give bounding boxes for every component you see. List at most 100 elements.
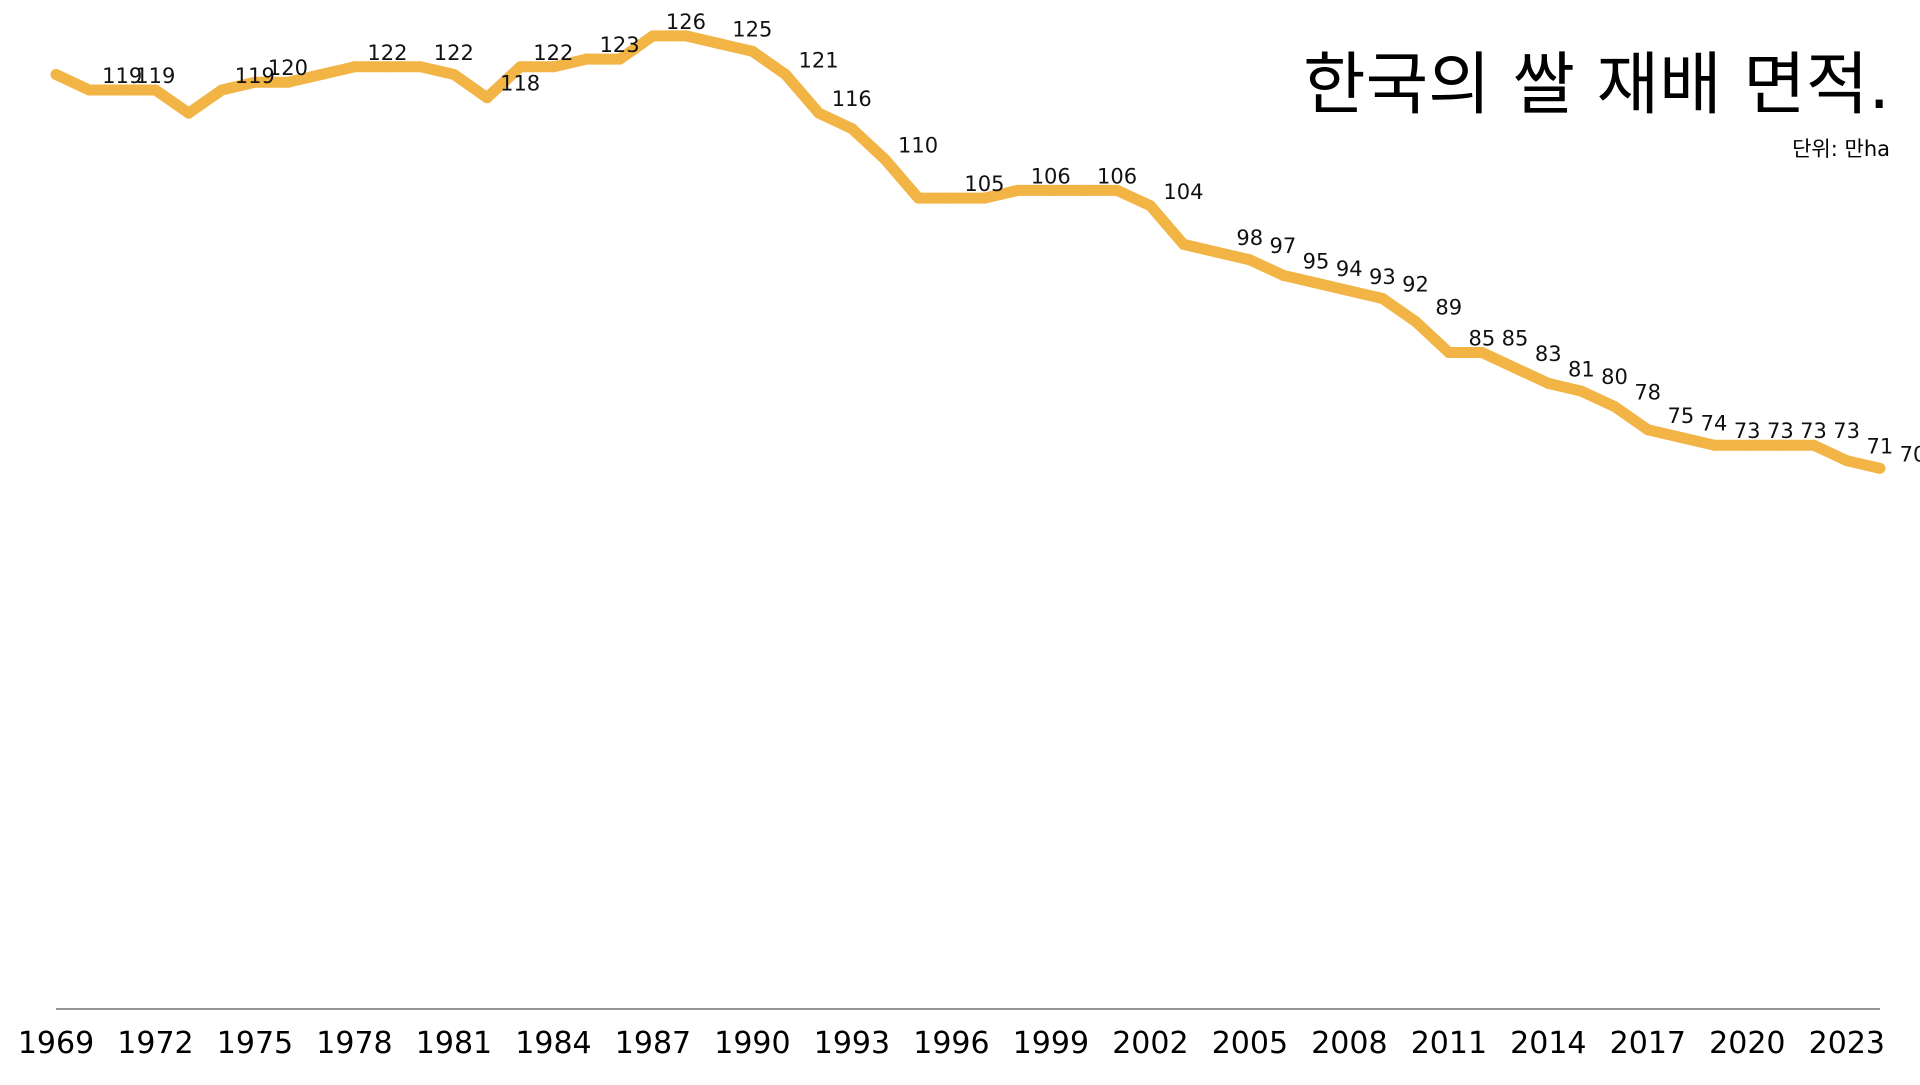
x-tick-label-1987: 1987	[615, 1026, 691, 1061]
data-point-1985	[581, 53, 593, 65]
data-point-2004	[1211, 246, 1223, 258]
data-point-2006	[1277, 269, 1289, 281]
x-tick-label-2002: 2002	[1112, 1026, 1188, 1061]
data-point-2000	[1078, 184, 1090, 196]
data-point-1980	[415, 61, 427, 73]
data-points	[50, 30, 1886, 474]
data-point-2023	[1841, 455, 1853, 467]
data-label-2006: 95	[1303, 249, 1330, 273]
data-label-2023: 71	[1866, 435, 1893, 459]
data-point-1993	[846, 123, 858, 135]
x-tick-label-2020: 2020	[1709, 1026, 1785, 1061]
data-point-2005	[1244, 254, 1256, 266]
data-point-1975	[249, 76, 261, 88]
data-point-1998	[1012, 184, 1024, 196]
data-label-2011: 85	[1469, 327, 1496, 351]
x-tick-label-2008: 2008	[1311, 1026, 1387, 1061]
data-point-1974	[216, 84, 228, 96]
data-point-2019	[1708, 439, 1720, 451]
data-label-2021: 73	[1800, 419, 1827, 443]
data-point-2018	[1675, 431, 1687, 443]
data-label-2009: 92	[1402, 272, 1429, 296]
data-point-1982	[481, 92, 493, 104]
data-point-2022	[1808, 439, 1820, 451]
data-label-2012: 85	[1502, 327, 1529, 351]
data-label-2005: 97	[1270, 234, 1297, 258]
x-tick-label-1993: 1993	[814, 1026, 890, 1061]
data-point-2011	[1443, 347, 1455, 359]
data-point-2002	[1144, 200, 1156, 212]
x-tick-label-1990: 1990	[714, 1026, 790, 1061]
data-label-2002: 104	[1163, 180, 1203, 204]
data-label-1989: 125	[732, 18, 772, 42]
x-tick-label-2011: 2011	[1411, 1026, 1487, 1061]
x-tick-label-1996: 1996	[913, 1026, 989, 1061]
data-label-1983: 122	[533, 41, 573, 65]
data-point-1988	[680, 30, 692, 42]
data-point-1995	[912, 192, 924, 204]
data-label-2015: 80	[1601, 365, 1628, 389]
data-label-1985: 123	[600, 33, 640, 57]
data-label-1992: 116	[832, 87, 872, 111]
data-label-2017: 75	[1667, 404, 1694, 428]
x-axis-ticks: 1969 1972 1975 1978 1981 1984 1987 1990 1993 1996…	[18, 1026, 1885, 1061]
data-point-1971	[116, 84, 128, 96]
data-label-1991: 121	[799, 49, 839, 73]
data-point-2017	[1642, 424, 1654, 436]
data-point-2020	[1741, 439, 1753, 451]
data-label-1987: 126	[666, 10, 706, 34]
series-line	[53, 30, 1882, 474]
data-point-2008	[1343, 285, 1355, 297]
data-point-1981	[448, 69, 460, 81]
x-tick-label-2023: 2023	[1809, 1026, 1885, 1061]
chart-unit-label: 단위: 만ha	[1792, 137, 1890, 161]
data-label-2020: 73	[1767, 419, 1794, 443]
data-point-1986	[614, 53, 626, 65]
data-point-1991	[780, 69, 792, 81]
data-label-2008: 93	[1369, 265, 1396, 289]
data-label-1975: 120	[268, 56, 308, 80]
data-label-1996: 105	[964, 172, 1004, 196]
data-label-2013: 83	[1535, 342, 1562, 366]
data-label-2019: 73	[1734, 419, 1761, 443]
data-label-1970: 119	[102, 64, 142, 88]
data-point-2016	[1609, 401, 1621, 413]
data-point-1969	[50, 69, 62, 81]
data-label-1978: 122	[367, 41, 407, 65]
data-label-2010: 89	[1435, 296, 1462, 320]
data-point-1983	[514, 61, 526, 73]
data-label-2000: 106	[1097, 164, 1137, 188]
data-point-2003	[1178, 238, 1190, 250]
data-point-2001	[1111, 184, 1123, 196]
data-point-1978	[348, 61, 360, 73]
x-tick-label-2005: 2005	[1212, 1026, 1288, 1061]
data-label-1971: 119	[135, 64, 175, 88]
data-label-1998: 106	[1031, 164, 1071, 188]
data-point-1979	[382, 61, 394, 73]
data-label-2022: 73	[1833, 419, 1860, 443]
data-point-2013	[1509, 362, 1521, 374]
data-label-2004: 98	[1236, 226, 1263, 250]
x-tick-label-1981: 1981	[416, 1026, 492, 1061]
data-point-2007	[1310, 277, 1322, 289]
data-point-1989	[713, 38, 725, 50]
data-label-1994: 110	[898, 133, 938, 157]
data-point-2021	[1775, 439, 1787, 451]
data-label-1980: 122	[434, 41, 474, 65]
x-tick-label-1999: 1999	[1013, 1026, 1089, 1061]
data-point-1970	[83, 84, 95, 96]
x-tick-label-1969: 1969	[18, 1026, 94, 1061]
data-point-1996	[945, 192, 957, 204]
data-point-1972	[149, 84, 161, 96]
data-point-2024	[1874, 462, 1886, 474]
data-point-1987	[647, 30, 659, 42]
data-point-1976	[282, 76, 294, 88]
data-point-1984	[547, 61, 559, 73]
x-tick-label-1972: 1972	[117, 1026, 193, 1061]
x-tick-label-2017: 2017	[1610, 1026, 1686, 1061]
data-point-2009	[1377, 292, 1389, 304]
data-point-2015	[1576, 385, 1588, 397]
data-label-1974: 119	[235, 64, 275, 88]
